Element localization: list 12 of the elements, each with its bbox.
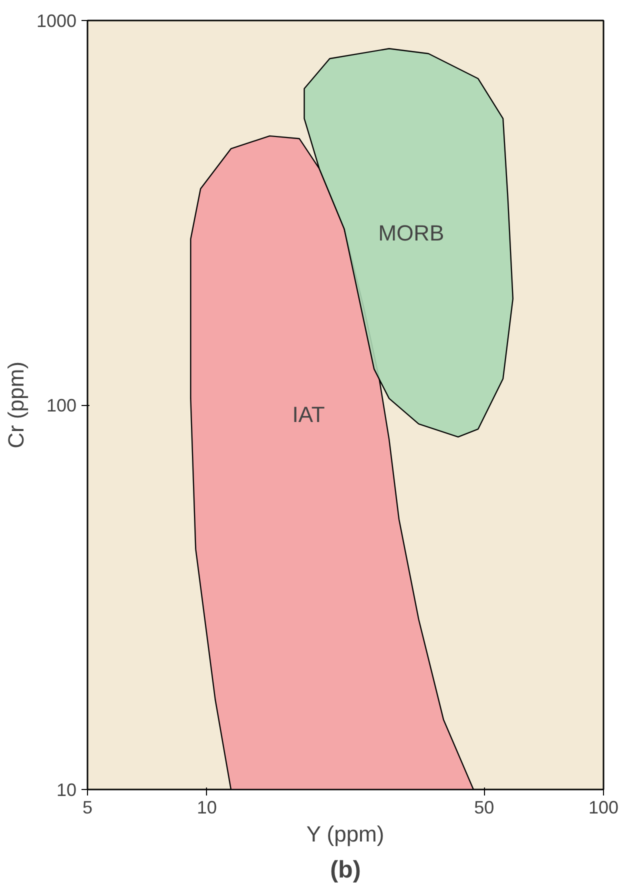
y-tick-label: 10 bbox=[56, 780, 77, 800]
series-label: IAT bbox=[292, 402, 325, 427]
y-tick-label: 100 bbox=[46, 396, 77, 416]
text: (b) bbox=[330, 856, 361, 884]
x-tick-label: 10 bbox=[196, 798, 217, 818]
x-axis-title: Y (ppm) bbox=[306, 822, 384, 846]
y-axis-title: Cr (ppm) bbox=[3, 362, 28, 448]
y-tick-label: 1000 bbox=[36, 11, 77, 31]
x-tick-label: 5 bbox=[82, 798, 93, 818]
x-tick-label: 100 bbox=[588, 798, 619, 818]
series-label: MORB bbox=[378, 220, 444, 246]
x-tick-label: 50 bbox=[474, 798, 494, 818]
